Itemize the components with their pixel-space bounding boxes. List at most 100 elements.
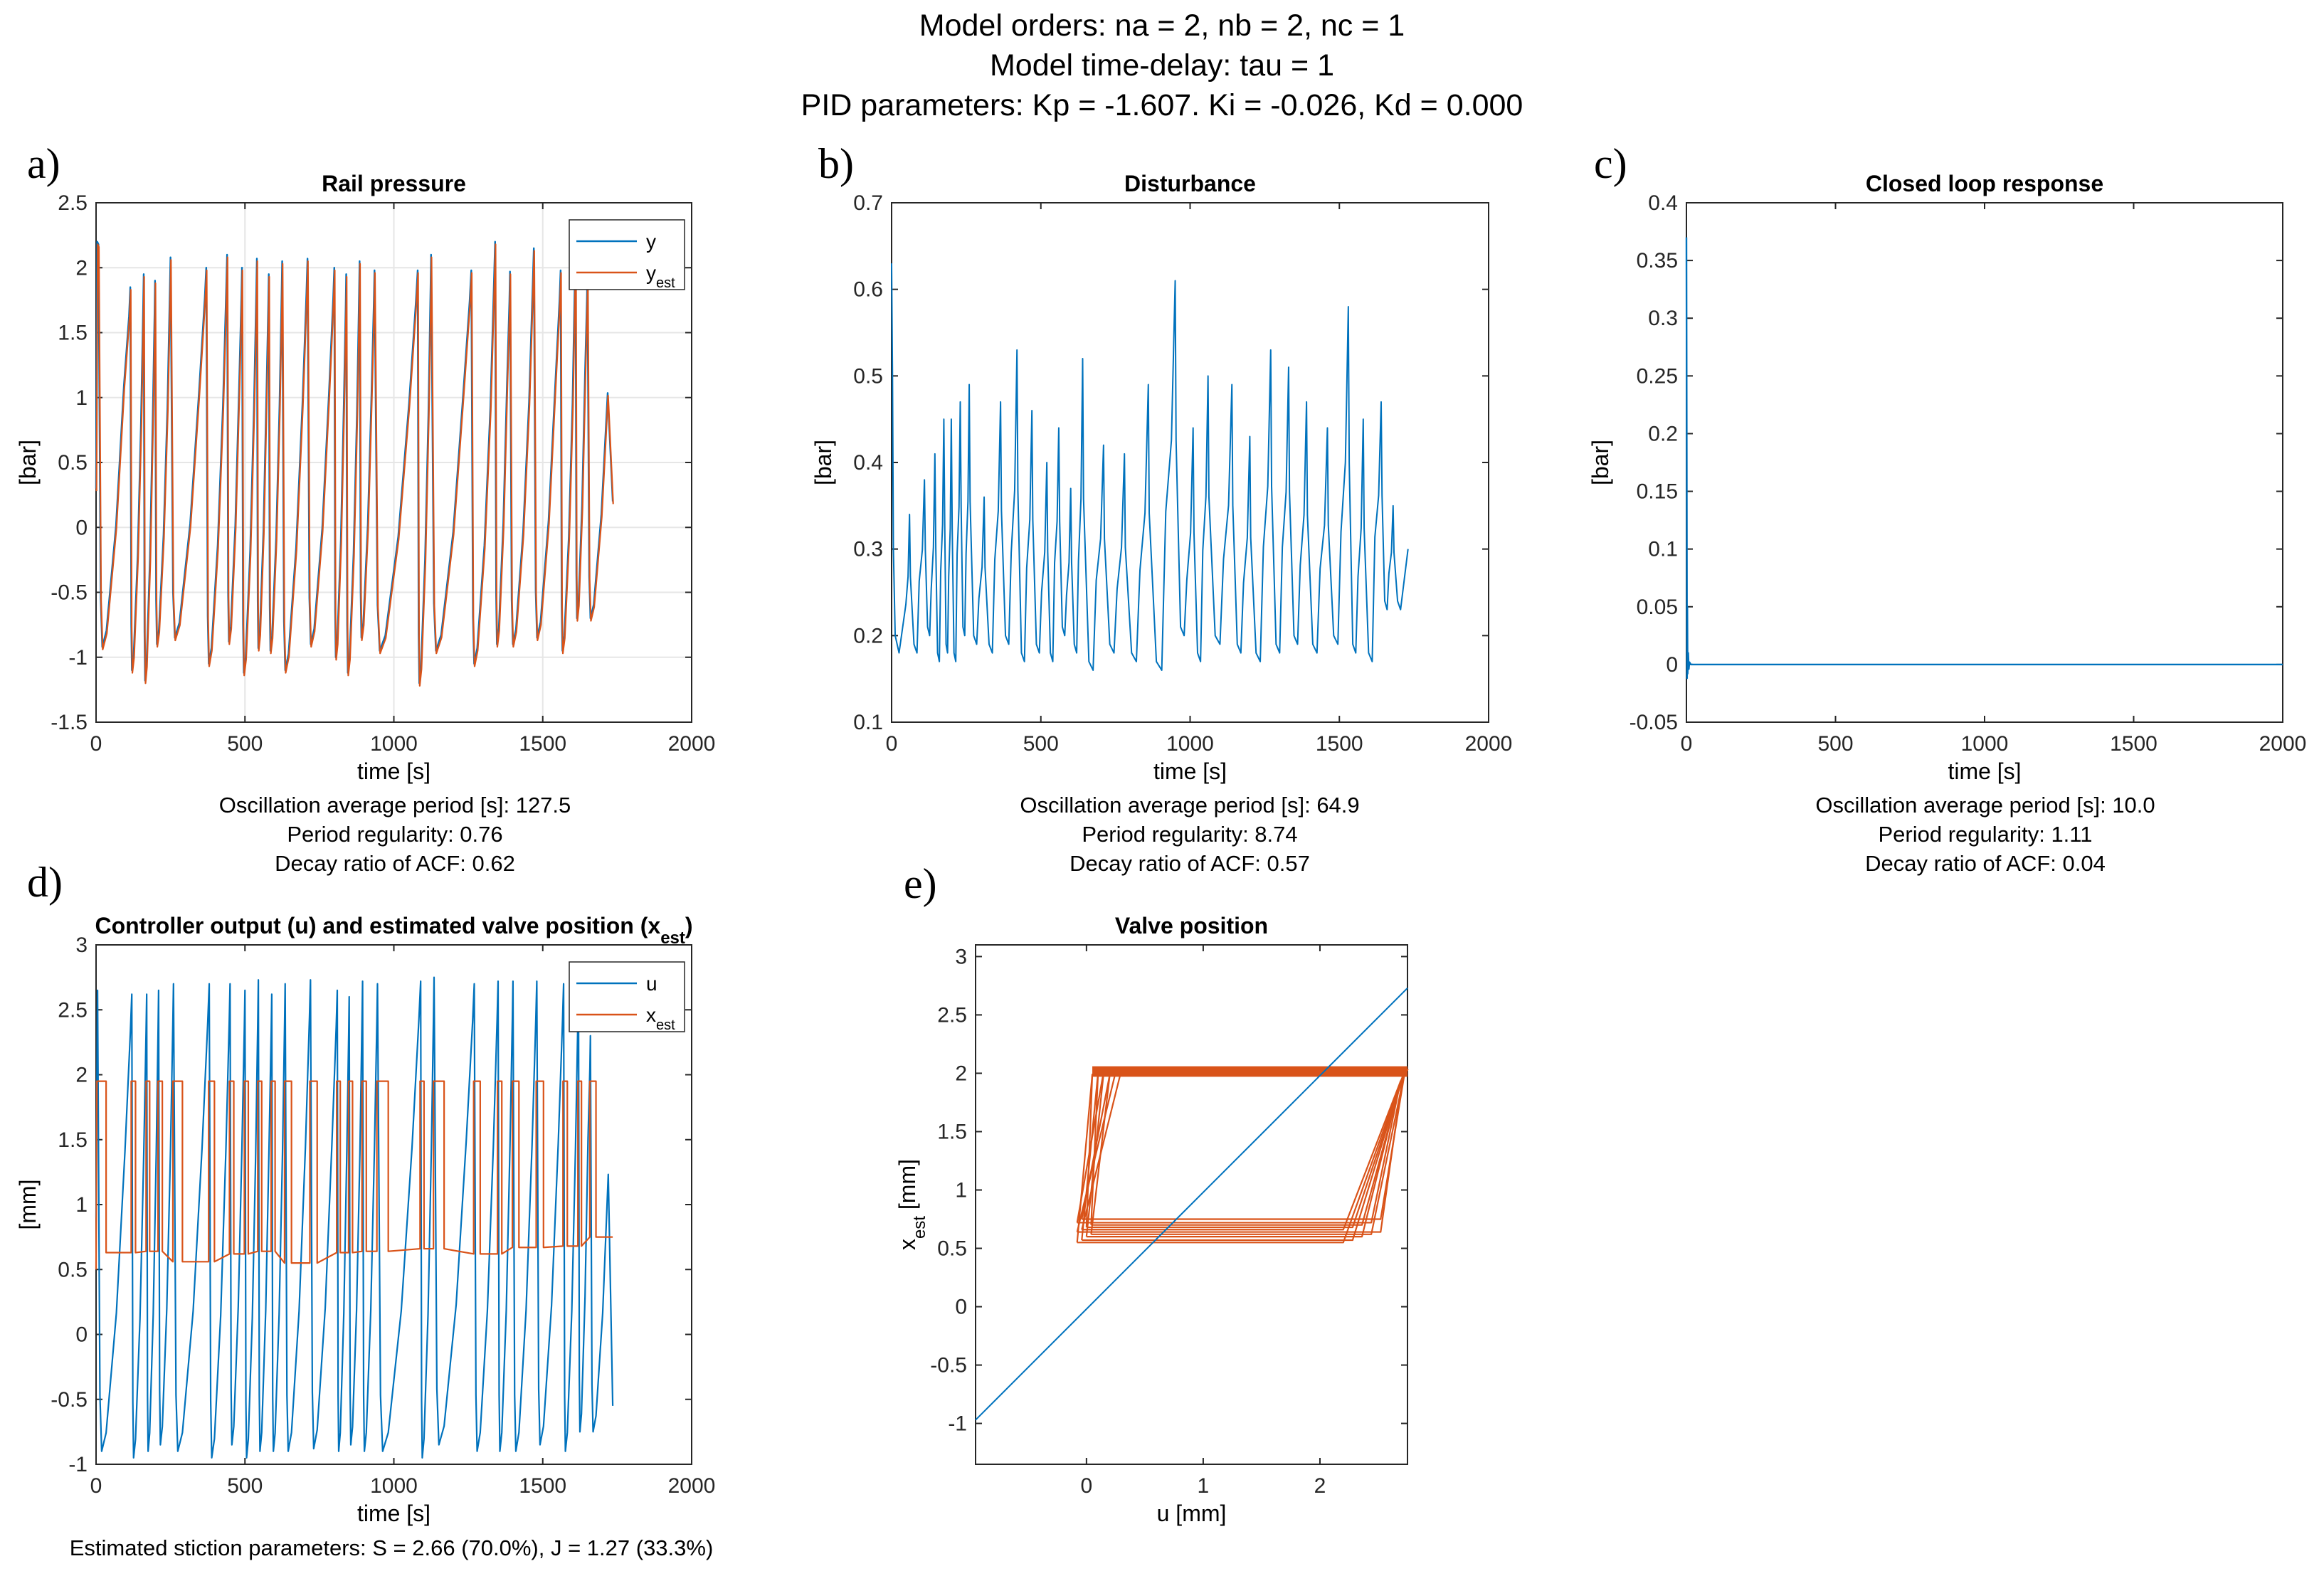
y-tick-label: 0.5 xyxy=(937,1237,967,1261)
y-tick-label: 1 xyxy=(75,1193,88,1217)
stats-a-regularity: Period regularity: 0.76 xyxy=(287,822,502,847)
panel-label-b: b) xyxy=(818,140,854,187)
series-closed-loop-line xyxy=(1685,237,2283,679)
x-tick-label: 1000 xyxy=(370,1474,418,1498)
axes-frame xyxy=(975,944,1408,1465)
y-tick-label: 1.5 xyxy=(937,1120,967,1143)
stats-a-decay: Decay ratio of ACF: 0.62 xyxy=(275,851,515,876)
x-tick-label: 1000 xyxy=(1961,732,2009,756)
y-tick-label: -1 xyxy=(68,1453,88,1476)
y-tick-label: 0.1 xyxy=(1648,538,1678,561)
closed-loop-response-chart: 0 500 1000 1500 2000-0.0500.050.10.150.20.25… xyxy=(1588,171,2306,784)
x-tick-label: 1000 xyxy=(370,732,418,756)
chart-title: Valve position xyxy=(1115,913,1268,938)
x-axis-label: time [s] xyxy=(1948,758,2021,784)
x-tick-label: 1 xyxy=(1198,1474,1210,1498)
plot-area xyxy=(892,203,1489,722)
chart-title: Disturbance xyxy=(1124,171,1256,196)
series-disturbance-line xyxy=(891,263,1409,671)
y-tick-label: 0.05 xyxy=(1637,596,1678,619)
panel-label-d: d) xyxy=(27,859,63,906)
y-tick-label: 2.5 xyxy=(58,191,88,215)
y-tick-label: -0.5 xyxy=(51,1388,88,1412)
y-tick-label: 2 xyxy=(75,256,88,280)
x-tick-label: 2000 xyxy=(668,732,716,756)
panel-label-c: c) xyxy=(1594,140,1627,187)
y-tick-label: 2.5 xyxy=(937,1003,967,1027)
x-tick-label: 1000 xyxy=(1166,732,1214,756)
panel-label-a: a) xyxy=(27,140,60,187)
figure-title-line-2: Model time-delay: tau = 1 xyxy=(990,48,1334,83)
y-tick-label: 3 xyxy=(75,933,88,957)
series-u-line xyxy=(95,976,614,1459)
y-tick-label: -0.5 xyxy=(930,1354,967,1377)
y-tick-label: 1.5 xyxy=(58,1128,88,1152)
legend-label: xest xyxy=(646,1004,675,1033)
y-tick-label: 0.5 xyxy=(58,1258,88,1281)
stats-b-decay: Decay ratio of ACF: 0.57 xyxy=(1069,851,1310,876)
legend-label: u xyxy=(646,973,657,995)
x-tick-label: 500 xyxy=(227,732,263,756)
axes-frame xyxy=(891,202,1489,723)
y-tick-label: 0.5 xyxy=(853,364,883,388)
legend-box xyxy=(569,219,685,290)
x-axis-label: time [s] xyxy=(1153,758,1227,784)
y-tick-label: 1 xyxy=(955,1178,967,1202)
figure-title: Model orders: na = 2, nb = 2, nc = 1 Mod… xyxy=(801,9,1523,122)
x-tick-label: 2 xyxy=(1314,1474,1326,1498)
y-tick-label: 0.15 xyxy=(1637,480,1678,504)
stats-a-period: Oscillation average period [s]: 127.5 xyxy=(219,793,571,818)
figure-title-line-1: Model orders: na = 2, nb = 2, nc = 1 xyxy=(919,9,1405,43)
y-tick-label: 0 xyxy=(955,1296,967,1319)
x-tick-label: 1500 xyxy=(1316,732,1363,756)
x-axis-label: time [s] xyxy=(357,758,431,784)
y-tick-label: 0.4 xyxy=(1648,191,1678,215)
chart-title: Closed loop response xyxy=(1866,171,2103,196)
x-tick-label: 0 xyxy=(90,1474,102,1498)
y-tick-label: 0.2 xyxy=(853,624,883,647)
x-tick-label: 2000 xyxy=(2259,732,2307,756)
disturbance-chart: 0 500 1000 1500 2000 0.1 0.2 0.3 0.4 0.5 0.6 0.7 Dis… xyxy=(810,171,1512,784)
chart-title: Rail pressure xyxy=(322,171,466,196)
y-tick-label: 0.7 xyxy=(853,191,883,215)
y-tick-label: -1.5 xyxy=(51,711,88,734)
rail-pressure-chart: 0 500 1000 1500 2000 -1.5 -1 -0.5 0 0.5 1 1.5 2 2.5 Ra… xyxy=(15,171,715,784)
y-tick-label: 0 xyxy=(75,1323,88,1347)
y-tick-label: -0.05 xyxy=(1630,711,1678,734)
y-tick-label: 2 xyxy=(955,1062,967,1085)
legend-label: yest xyxy=(646,262,675,291)
x-tick-label: 0 xyxy=(1081,1474,1093,1498)
y-tick-label: 0.35 xyxy=(1637,249,1678,273)
series-x-est-line xyxy=(95,1080,613,1270)
y-tick-label: 0.25 xyxy=(1637,364,1678,388)
x-axis-label: u [mm] xyxy=(1157,1501,1227,1526)
y-tick-label: 1 xyxy=(75,386,88,410)
figure-title-line-3: PID parameters: Kp = -1.607. Ki = -0.026… xyxy=(801,88,1523,122)
plot-area xyxy=(1686,203,2283,722)
controller-output-chart: 0 500 1000 1500 2000 -1 -0.5 0 0.5 1 1.5 2 2.5 3 Contr… xyxy=(15,913,715,1526)
valve-position-chart: 0 1 2 -1 -0.5 0 0.5 1 1.5 2 2.5 3 Valve position u [m… xyxy=(894,913,1409,1526)
y-tick-label: -1 xyxy=(948,1412,967,1436)
y-tick-label: 0.6 xyxy=(853,278,883,302)
y-tick-label: 1.5 xyxy=(58,322,88,345)
y-axis-label: [mm] xyxy=(15,1179,41,1229)
stats-d-stiction: Estimated stiction parameters: S = 2.66 … xyxy=(70,1535,714,1560)
y-tick-label: 0 xyxy=(75,516,88,539)
y-tick-label: 0.4 xyxy=(853,451,883,475)
stats-c-decay: Decay ratio of ACF: 0.04 xyxy=(1865,851,2106,876)
x-tick-label: 0 xyxy=(90,732,102,756)
series-y-est-line xyxy=(95,243,614,687)
x-axis-label: time [s] xyxy=(357,1501,431,1526)
x-tick-label: 0 xyxy=(886,732,898,756)
y-axis-label: [bar] xyxy=(810,440,836,485)
x-tick-label: 0 xyxy=(1681,732,1693,756)
x-tick-label: 500 xyxy=(1817,732,1853,756)
y-tick-label: 2.5 xyxy=(58,998,88,1022)
stats-b-regularity: Period regularity: 8.74 xyxy=(1082,822,1297,847)
stiction-top-band xyxy=(1092,1066,1407,1077)
y-tick-label: 0.3 xyxy=(853,538,883,561)
stats-c-regularity: Period regularity: 1.11 xyxy=(1879,822,2093,847)
x-tick-label: 500 xyxy=(1023,732,1059,756)
y-tick-label: 0.1 xyxy=(853,711,883,734)
